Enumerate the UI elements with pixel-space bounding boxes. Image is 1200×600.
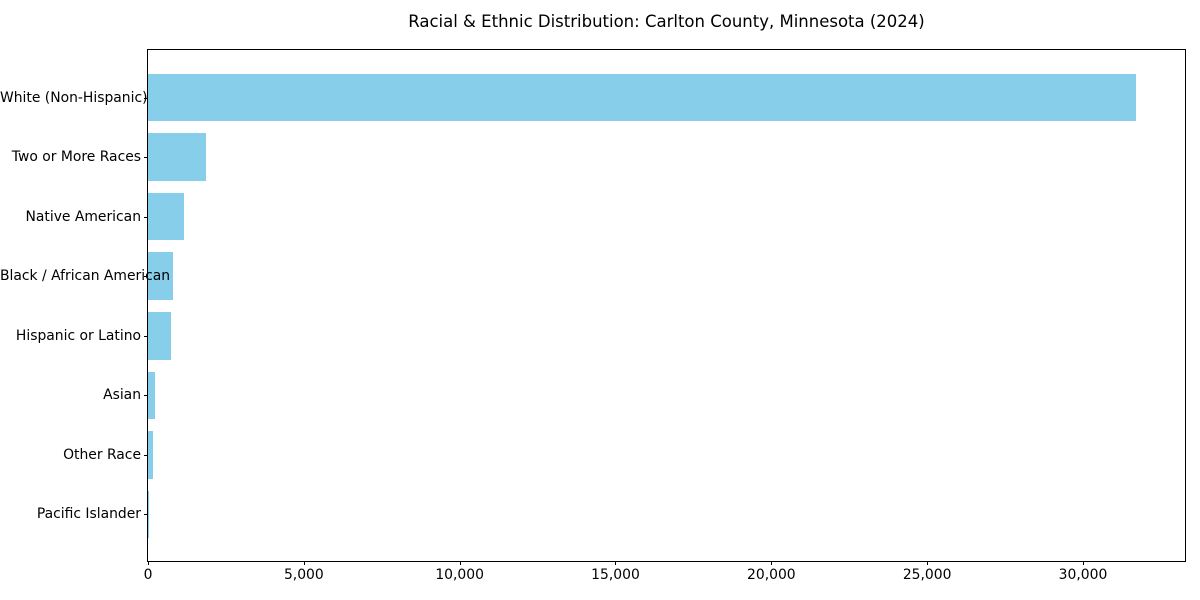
chart-title: Racial & Ethnic Distribution: Carlton Co… (408, 12, 925, 31)
x-axis-tick (615, 561, 617, 565)
x-axis-tick-label: 30,000 (1058, 567, 1108, 583)
y-axis-tick (144, 395, 148, 397)
bar-black-african-american (148, 252, 173, 301)
x-axis-tick-label: 25,000 (902, 567, 952, 583)
y-axis-label: White (Non-Hispanic) (0, 89, 148, 106)
y-axis-label: Native American (25, 208, 142, 225)
x-axis-tick-label: 10,000 (435, 567, 484, 583)
x-axis-tick-label: 20,000 (747, 567, 796, 583)
plot-area (147, 49, 1186, 562)
x-axis-tick (303, 561, 305, 565)
y-axis-label: Pacific Islander (36, 506, 141, 523)
x-axis-tick (927, 561, 929, 565)
x-axis-tick (771, 561, 773, 565)
x-axis-tick (459, 561, 461, 565)
y-axis-tick (144, 454, 148, 456)
y-axis-label: Two or More Races (11, 149, 141, 166)
bar-hispanic-or-latino (148, 311, 171, 360)
y-axis-tick (144, 216, 148, 218)
bar-other-race (148, 431, 154, 479)
y-axis-label: Asian (103, 387, 141, 404)
x-axis-tick-label: 0 (143, 567, 153, 583)
y-axis-tick (144, 157, 148, 159)
y-axis-label: Hispanic or Latino (15, 327, 141, 344)
y-axis-tick (144, 514, 148, 516)
x-axis-tick-label: 5,000 (283, 567, 324, 583)
x-axis-tick-label: 15,000 (591, 567, 640, 583)
bar-white-non-hispanic (148, 73, 1136, 122)
y-axis-tick (144, 335, 148, 337)
bar-asian (148, 371, 156, 420)
x-axis-tick (148, 561, 149, 565)
bar-two-or-more-races (148, 133, 206, 181)
y-axis-tick (144, 276, 148, 278)
x-axis-tick (1082, 561, 1084, 565)
y-axis-label: Other Race (63, 446, 141, 463)
y-axis-label: Black / African American (0, 268, 171, 285)
bar-native-american (148, 192, 184, 241)
y-axis-tick (144, 97, 148, 99)
